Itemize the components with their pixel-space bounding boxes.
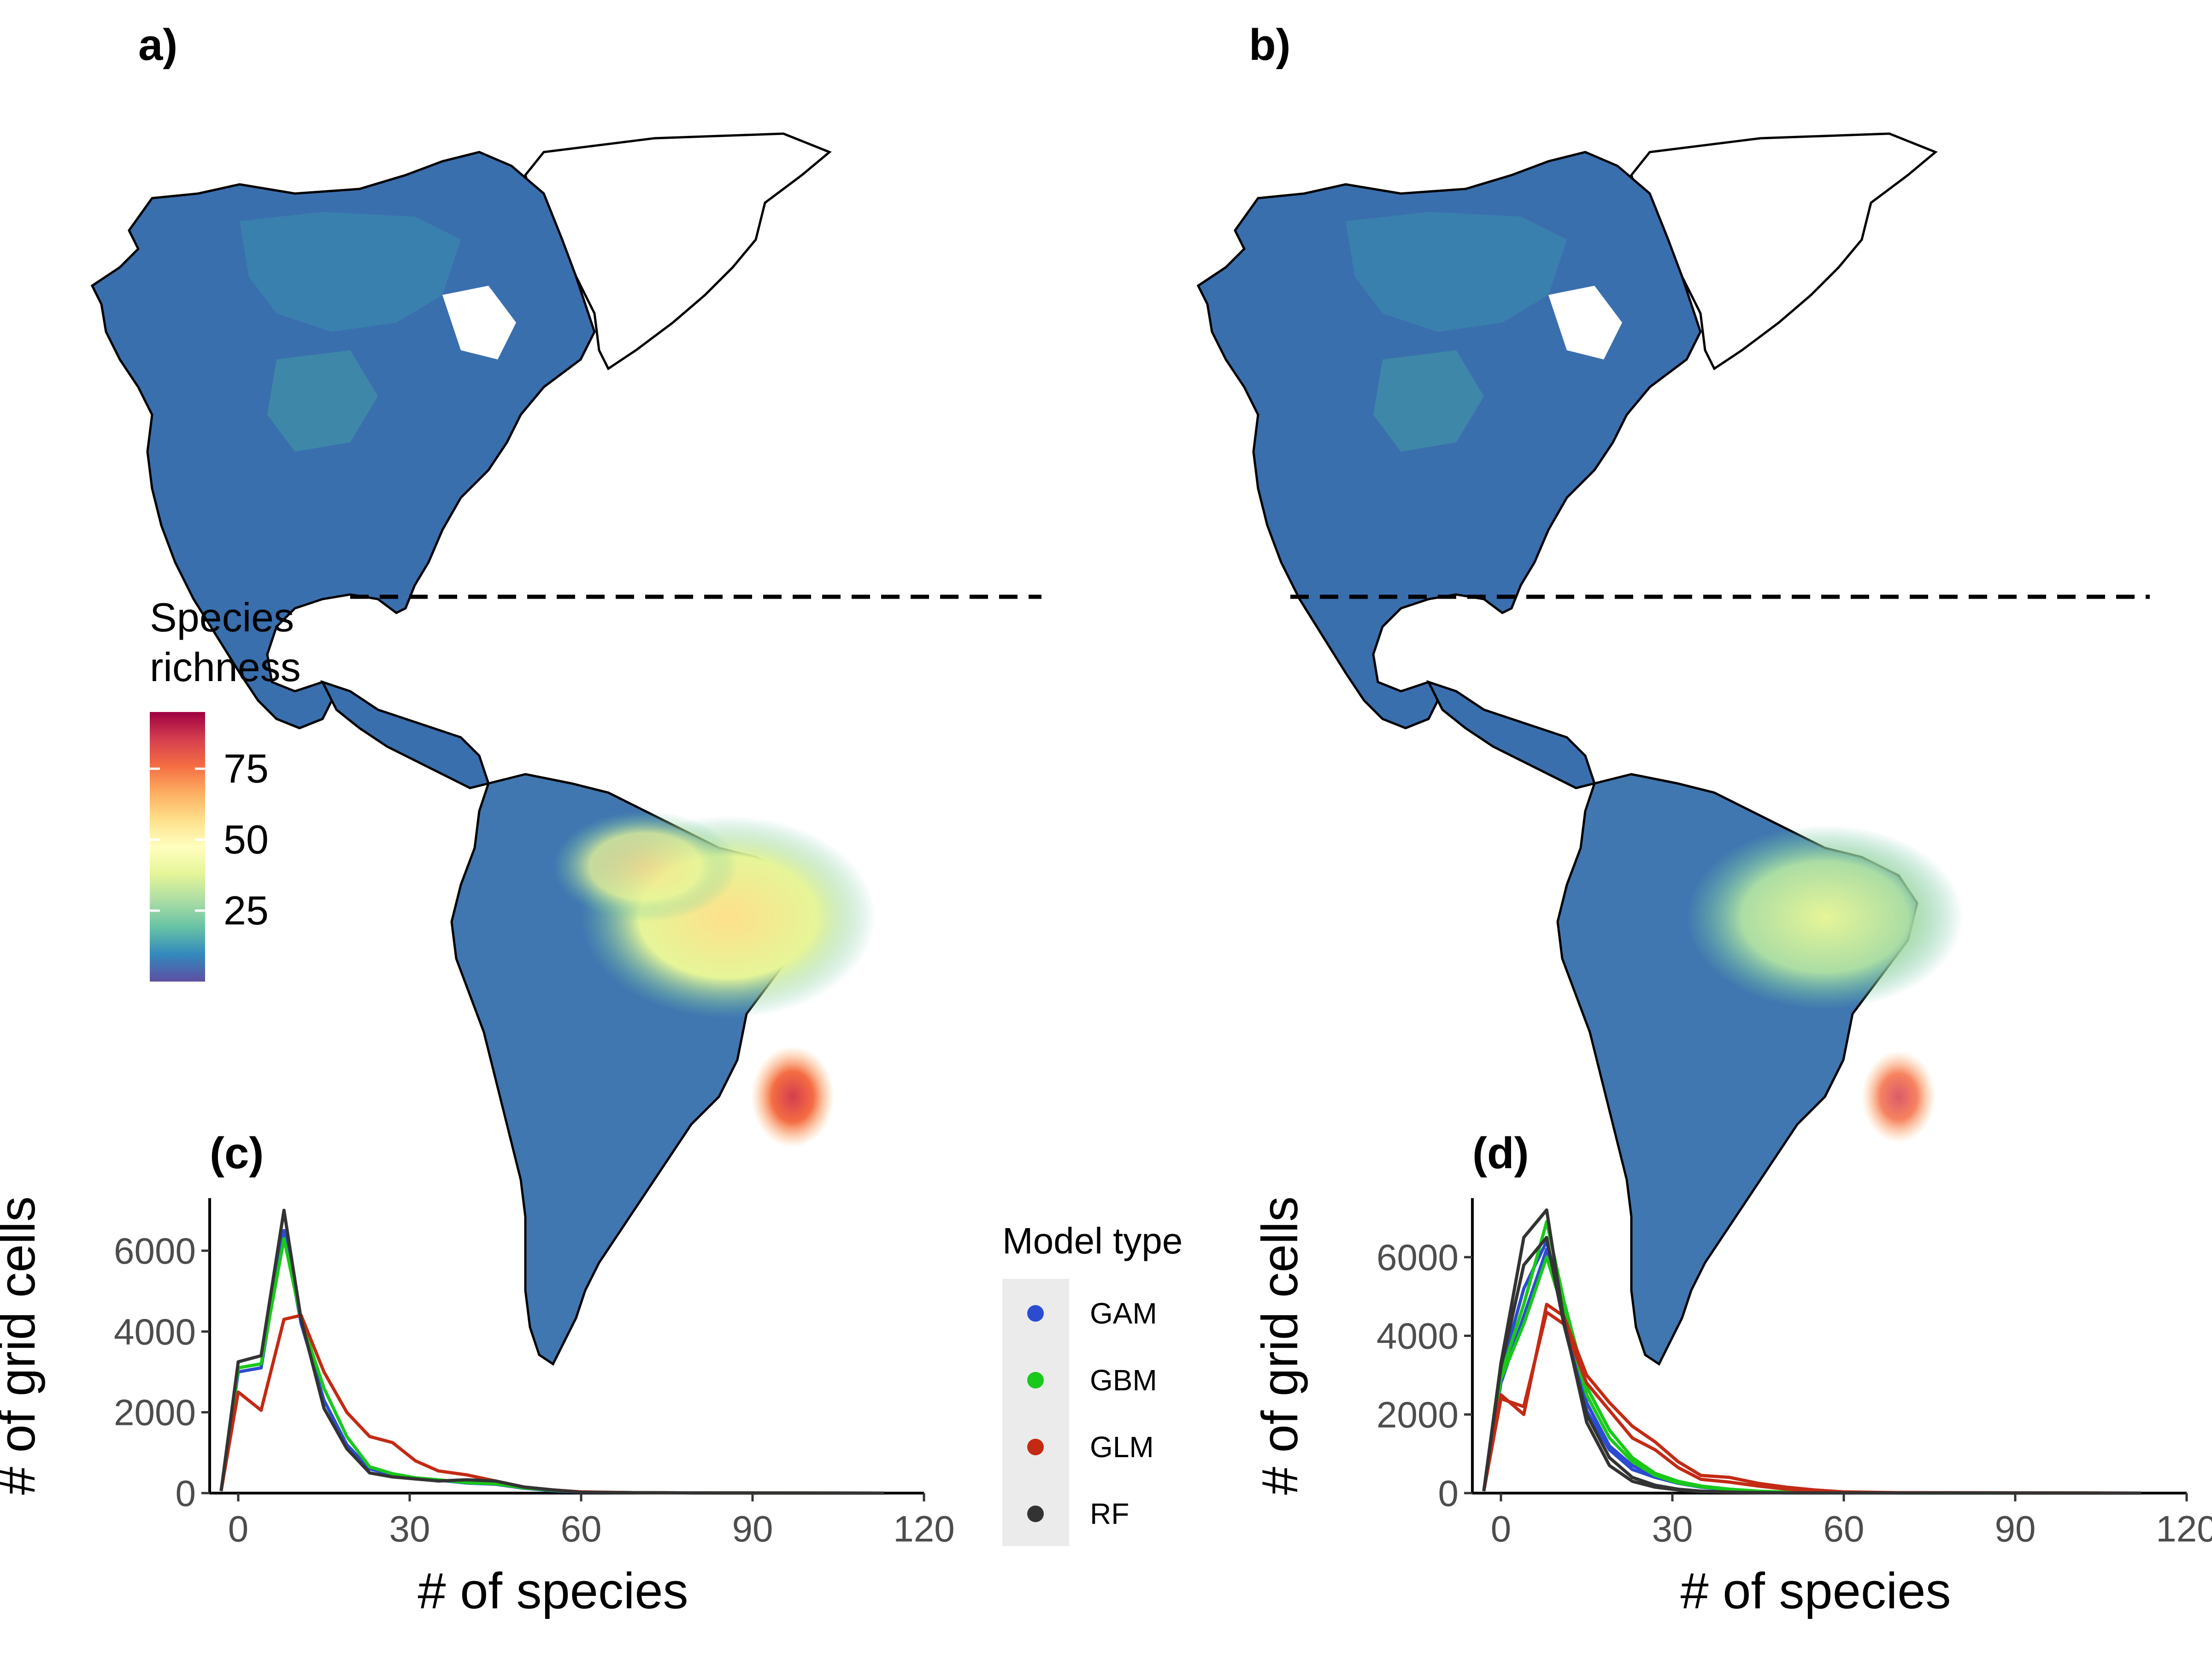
series-line-rf	[219, 1208, 884, 1495]
legend-title: Model type	[1002, 1220, 1182, 1261]
line-chart-c: 0 30 60 90 120 0 2000 4000 6000 # of species # of …	[0, 1196, 955, 1619]
x-tick-label: 90	[1995, 1508, 2036, 1549]
line-chart-d: 0 30 60 90 120 0 2000 4000 6000 # of species # of …	[1252, 1196, 2212, 1619]
y-tick-label: 4000	[114, 1311, 196, 1352]
y-axis-title: # of grid cells	[0, 1196, 46, 1495]
legend-label: GBM	[1090, 1364, 1157, 1397]
series-line-rf	[1482, 1208, 2141, 1495]
y-tick-label: 0	[1438, 1473, 1459, 1514]
x-axis-title: # of species	[418, 1563, 688, 1619]
x-tick-label: 60	[561, 1508, 602, 1549]
legend-key-gam	[1027, 1305, 1044, 1322]
legend-key-glm	[1027, 1439, 1044, 1455]
model-type-legend: Model type GAM GBM GLM RF	[1002, 1220, 1182, 1546]
panel-label-b: b)	[1249, 20, 1291, 70]
y-tick-label: 4000	[1377, 1316, 1459, 1357]
legend-key-rf	[1027, 1506, 1044, 1522]
species-richness-map-a	[92, 134, 1041, 1364]
legend-key-background	[1002, 1279, 1069, 1546]
x-tick-label: 30	[389, 1508, 430, 1549]
colorbar-title-line1: Species	[150, 594, 294, 640]
y-tick-label: 6000	[114, 1230, 196, 1271]
y-axis-title: # of grid cells	[1252, 1196, 1308, 1495]
x-tick-label: 30	[1652, 1508, 1693, 1549]
panel-label-c: (c)	[210, 1129, 264, 1178]
x-tick-label: 120	[893, 1508, 954, 1549]
legend-label: GLM	[1090, 1430, 1154, 1464]
y-tick-label: 6000	[1377, 1237, 1459, 1278]
colorbar-tick-label: 25	[224, 888, 269, 933]
colorbar-tick-label: 75	[224, 746, 269, 791]
legend-label: GAM	[1090, 1297, 1157, 1330]
x-tick-label: 60	[1824, 1508, 1865, 1549]
colorbar-gradient	[150, 712, 205, 982]
colorbar-tick-label: 50	[224, 817, 269, 862]
x-tick-label: 0	[228, 1508, 249, 1549]
x-tick-label: 120	[2156, 1508, 2212, 1549]
x-axis-title: # of species	[1680, 1563, 1951, 1619]
x-tick-label: 0	[1491, 1508, 1512, 1549]
series-line-gbm	[1482, 1220, 2141, 1495]
x-tick-label: 90	[732, 1508, 773, 1549]
legend-key-gbm	[1027, 1372, 1044, 1388]
y-tick-label: 2000	[1377, 1394, 1459, 1435]
species-richness-map-b	[1198, 134, 2150, 1364]
series-line-glm	[1482, 1311, 2141, 1495]
panel-label-a: a)	[138, 20, 177, 70]
panel-label-d: (d)	[1472, 1129, 1529, 1178]
series-line-rf	[1482, 1235, 2141, 1495]
legend-label: RF	[1090, 1497, 1129, 1530]
colorbar-title-line2: richness	[150, 644, 301, 690]
colorbar: Species richness 25 50 75	[150, 594, 301, 982]
y-tick-label: 0	[176, 1473, 196, 1514]
y-tick-label: 2000	[114, 1392, 196, 1433]
